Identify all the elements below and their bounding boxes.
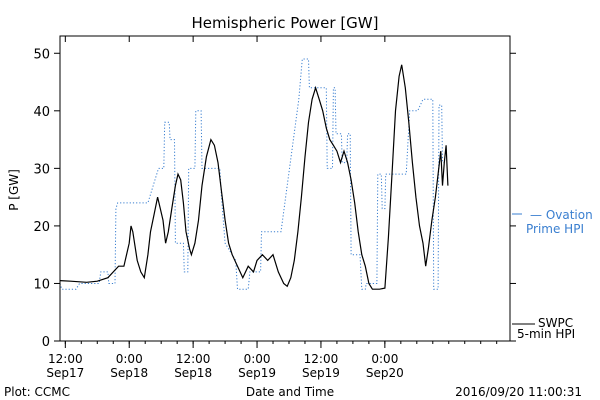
swpc-legend-label-line2: 5-min HPI (517, 327, 575, 341)
y-tick-label: 30 (33, 162, 50, 177)
y-tick-label: 10 (33, 277, 50, 292)
ovation-legend-label-line2: Prime HPI (526, 222, 584, 236)
x-axis-label: Date and Time (246, 385, 334, 399)
x-tick-label-date: Sep19 (302, 366, 340, 380)
x-tick-label-time: 0:00 (116, 352, 143, 366)
x-tick-label-time: 12:00 (304, 352, 339, 366)
x-tick-label-time: 12:00 (48, 352, 83, 366)
x-tick-label-date: Sep18 (174, 366, 212, 380)
plot-timestamp: 2016/09/20 11:00:31 (455, 385, 582, 399)
x-tick-label-date: Sep20 (366, 366, 404, 380)
ovation-prime-series-line (59, 58, 444, 290)
x-tick-label-date: Sep18 (110, 366, 148, 380)
y-tick-label: 0 (42, 335, 50, 350)
y-tick-label: 40 (33, 105, 50, 120)
y-tick-label: 20 (33, 220, 50, 235)
x-tick-label-time: 0:00 (371, 352, 398, 366)
y-axis: 0 10 20 30 40 50 (33, 47, 516, 350)
x-tick-label-time: 0:00 (244, 352, 271, 366)
y-axis-label: P [GW] (7, 169, 21, 211)
x-tick-label-time: 12:00 (176, 352, 211, 366)
chart-title: Hemispheric Power [GW] (192, 14, 379, 32)
x-axis: 12:00Sep170:00Sep1812:00Sep180:00Sep1912… (46, 36, 498, 380)
y-tick-label: 50 (33, 47, 50, 62)
x-tick-label-date: Sep19 (238, 366, 276, 380)
ovation-legend-label-line1: — Ovation (530, 208, 593, 222)
swpc-series-line (59, 64, 449, 290)
plot-frame (59, 35, 511, 342)
swpc-legend-label-line1: SWPC (538, 316, 573, 330)
series-layer (59, 58, 449, 290)
x-tick-label-date: Sep17 (46, 366, 84, 380)
plot-credit: Plot: CCMC (4, 385, 70, 399)
